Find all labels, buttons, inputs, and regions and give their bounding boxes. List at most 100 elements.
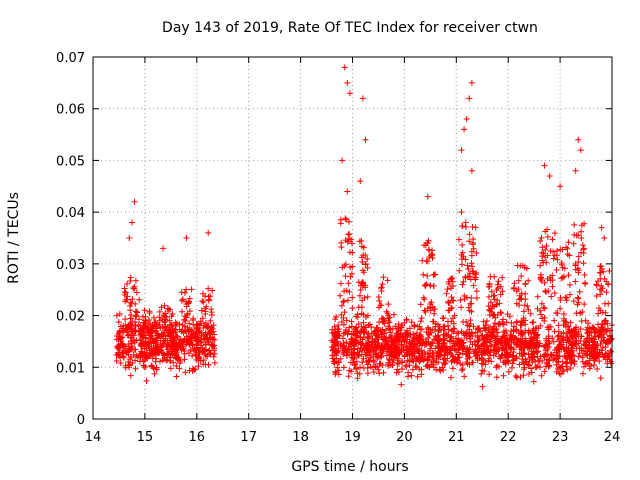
data-point xyxy=(604,320,611,327)
data-point xyxy=(173,373,180,380)
data-point xyxy=(549,272,556,279)
data-point xyxy=(489,312,496,319)
data-point xyxy=(588,347,595,354)
data-point xyxy=(356,370,363,377)
data-point xyxy=(409,366,416,373)
data-point xyxy=(531,354,538,361)
data-point xyxy=(513,354,520,361)
data-point xyxy=(358,237,365,244)
data-point xyxy=(432,323,439,330)
data-point xyxy=(580,246,587,253)
data-point xyxy=(354,330,361,337)
data-point xyxy=(432,333,439,340)
data-point xyxy=(335,345,342,352)
data-point xyxy=(553,267,560,274)
data-point xyxy=(522,280,529,287)
data-point xyxy=(173,342,180,349)
data-point xyxy=(401,352,408,359)
data-point xyxy=(182,369,189,376)
data-point xyxy=(495,278,502,285)
data-point xyxy=(145,343,152,350)
data-point xyxy=(418,366,425,373)
data-point xyxy=(514,341,521,348)
data-point xyxy=(472,353,479,360)
data-point xyxy=(351,351,358,358)
data-point xyxy=(113,312,120,319)
data-point xyxy=(468,260,475,267)
data-point xyxy=(349,249,356,256)
data-point xyxy=(559,246,566,253)
data-point xyxy=(346,367,353,374)
data-point xyxy=(347,273,354,280)
data-point xyxy=(537,262,544,269)
data-point xyxy=(167,358,174,365)
data-point xyxy=(179,321,186,328)
data-point xyxy=(554,256,561,263)
data-point xyxy=(582,280,589,287)
data-point xyxy=(366,342,373,349)
data-point xyxy=(117,335,124,342)
data-point xyxy=(524,303,531,310)
data-point xyxy=(575,299,582,306)
data-point xyxy=(478,343,485,350)
data-point xyxy=(537,238,544,245)
data-point xyxy=(433,355,440,362)
data-point xyxy=(447,338,454,345)
data-point xyxy=(495,340,502,347)
data-point xyxy=(591,362,598,369)
data-point xyxy=(131,285,138,292)
data-point xyxy=(337,280,344,287)
data-point xyxy=(357,286,364,293)
data-point xyxy=(578,228,585,235)
data-point xyxy=(448,333,455,340)
data-point xyxy=(197,347,204,354)
data-point xyxy=(466,95,473,102)
data-point xyxy=(487,308,494,315)
data-point xyxy=(464,262,471,269)
data-point xyxy=(186,295,193,302)
data-point xyxy=(344,188,351,195)
data-point xyxy=(560,329,567,336)
data-point xyxy=(603,289,610,296)
data-point xyxy=(125,341,132,348)
data-points xyxy=(113,64,615,390)
data-point xyxy=(598,282,605,289)
data-point xyxy=(428,342,435,349)
data-point xyxy=(551,317,558,324)
x-tick-label: 16 xyxy=(189,430,206,445)
data-point xyxy=(458,261,465,268)
data-point xyxy=(191,366,198,373)
data-point xyxy=(581,271,588,278)
data-point xyxy=(513,318,520,325)
data-point xyxy=(510,349,517,356)
data-point xyxy=(167,365,174,372)
data-point xyxy=(530,353,537,360)
data-point xyxy=(481,336,488,343)
data-point xyxy=(531,336,538,343)
data-point xyxy=(414,373,421,380)
data-point xyxy=(419,336,426,343)
data-point xyxy=(355,353,362,360)
data-point xyxy=(598,224,605,231)
data-point xyxy=(465,304,472,311)
data-point xyxy=(116,311,123,318)
data-point xyxy=(130,285,137,292)
data-point xyxy=(380,274,387,281)
data-point xyxy=(187,333,194,340)
data-point xyxy=(148,333,155,340)
data-point xyxy=(487,299,494,306)
data-point xyxy=(481,342,488,349)
data-point xyxy=(132,313,139,320)
data-point xyxy=(575,136,582,143)
data-point xyxy=(211,359,218,366)
data-point xyxy=(345,280,352,287)
data-point xyxy=(389,361,396,368)
data-point xyxy=(601,235,608,241)
data-point xyxy=(362,136,369,143)
data-point xyxy=(373,353,380,360)
data-point xyxy=(132,308,139,315)
data-point xyxy=(192,334,199,341)
data-point xyxy=(166,327,173,334)
data-point xyxy=(370,348,377,355)
data-point xyxy=(465,266,472,273)
